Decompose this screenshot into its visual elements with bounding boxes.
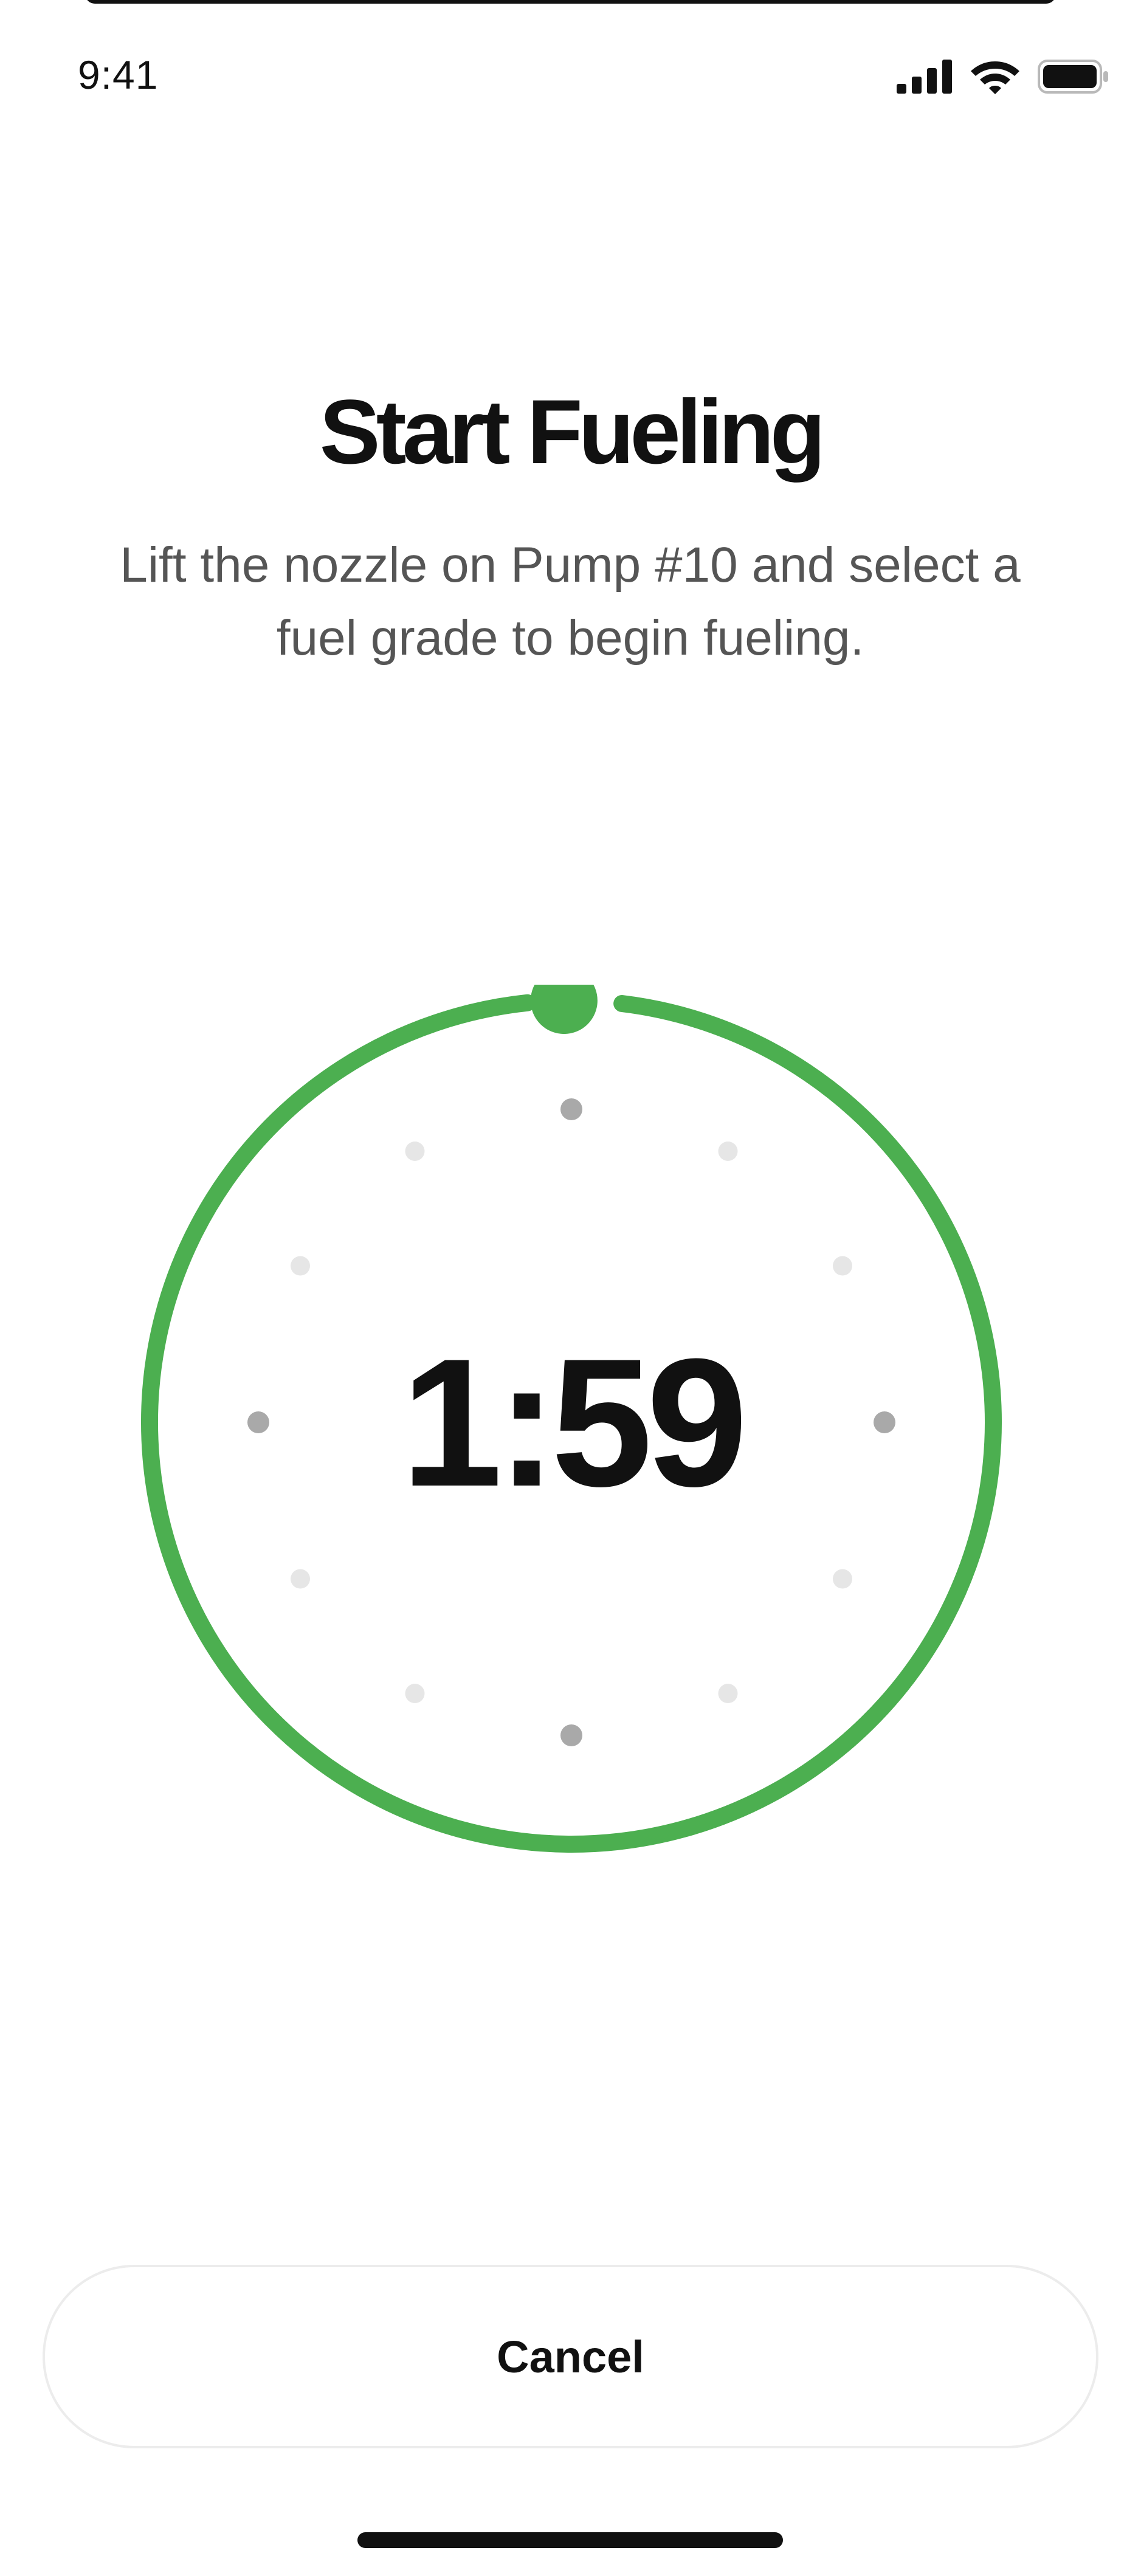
timer-progress-arc [141, 994, 1002, 1853]
timer-tick-dot [833, 1569, 853, 1589]
page-subtitle: Lift the nozzle on Pump #10 and select a… [120, 537, 1021, 666]
timer-tick-dot [290, 1569, 310, 1589]
status-time: 9:41 [78, 52, 159, 97]
page-title: Start Fueling [319, 381, 826, 483]
timer-tick-dot [405, 1141, 425, 1161]
timer-tick-dot [718, 1141, 738, 1161]
wifi-icon [971, 61, 1019, 94]
timer-tick-dot [560, 1724, 582, 1746]
timer-value: 1:59 [401, 1320, 748, 1524]
timer-progress-knob [530, 985, 598, 1035]
timer-tick-dot [833, 1256, 853, 1276]
cancel-button[interactable]: Cancel [43, 2265, 1098, 2448]
timer-tick-dot [560, 1098, 582, 1120]
timer-tick-dot [874, 1411, 895, 1433]
timer-tick-dot [718, 1684, 738, 1704]
battery-icon [1038, 60, 1108, 94]
timer-tick-dot [405, 1684, 425, 1704]
timer-ring [141, 985, 1002, 1853]
signal-icon [897, 60, 952, 94]
timer-tick-dot [290, 1256, 310, 1276]
status-icons [897, 58, 1109, 95]
home-indicator [357, 2532, 783, 2548]
status-bar: 9:41 [0, 0, 1141, 152]
countdown-timer: 1:59 [134, 985, 1009, 1860]
timer-ticks [247, 1098, 895, 1746]
device-frame-top [85, 0, 1056, 4]
timer-tick-dot [247, 1411, 269, 1433]
